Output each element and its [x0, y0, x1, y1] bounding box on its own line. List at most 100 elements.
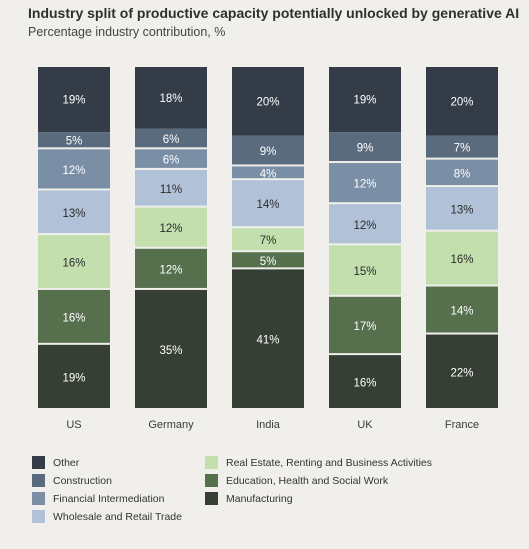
x-tick-label: UK — [357, 419, 373, 431]
bar-segment — [135, 128, 207, 148]
legend-item: Construction — [32, 474, 112, 487]
legend-item: Other — [32, 456, 79, 469]
chart-title: Industry split of productive capacity po… — [28, 5, 520, 21]
x-tick-label: India — [256, 419, 281, 431]
legend-label: Financial Intermediation — [53, 492, 165, 505]
bar-segment — [232, 135, 304, 165]
bar-segment — [426, 135, 498, 158]
bar-segment — [38, 190, 110, 234]
data-label: 12% — [353, 179, 376, 191]
bar-segment — [38, 149, 110, 189]
legend-label: Education, Health and Social Work — [226, 474, 389, 487]
data-label: 12% — [353, 220, 376, 232]
bar-segment — [329, 67, 401, 133]
data-label: 17% — [353, 321, 376, 333]
bar-segment — [38, 235, 110, 288]
data-label: 41% — [256, 335, 279, 347]
data-label: 9% — [357, 143, 374, 155]
data-label: 9% — [260, 146, 277, 158]
bar-segment — [426, 334, 498, 408]
bar-segment — [329, 296, 401, 354]
data-label: 16% — [62, 312, 85, 324]
bar-segment — [38, 132, 110, 148]
legend-swatch — [205, 474, 218, 487]
bar-segment — [329, 163, 401, 203]
data-label: 20% — [450, 96, 473, 108]
legend-swatch — [205, 492, 218, 505]
bar-segment — [232, 252, 304, 268]
data-label: 22% — [450, 367, 473, 379]
legend-label: Construction — [53, 474, 112, 487]
bar-segment — [135, 149, 207, 168]
bar-segment — [38, 67, 110, 133]
bar-segment — [38, 344, 110, 408]
bar-segment — [426, 187, 498, 230]
legend-item: Real Estate, Renting and Business Activi… — [205, 456, 432, 469]
data-label: 7% — [454, 143, 471, 155]
bar-segment — [135, 248, 207, 288]
data-label: 12% — [159, 264, 182, 276]
bar-segment — [232, 67, 304, 136]
data-label: 6% — [163, 134, 180, 146]
legend-swatch — [32, 492, 45, 505]
legend-swatch — [32, 510, 45, 523]
data-label: 14% — [450, 306, 473, 318]
data-label: 16% — [450, 254, 473, 266]
bar-segment — [426, 159, 498, 186]
data-label: 7% — [260, 235, 277, 247]
data-label: 13% — [62, 208, 85, 220]
bar-segment — [135, 289, 207, 408]
data-label: 4% — [260, 168, 277, 180]
legend-item: Education, Health and Social Work — [205, 474, 388, 487]
bar-segment — [329, 204, 401, 244]
bar-segment — [426, 67, 498, 136]
data-label: 13% — [450, 204, 473, 216]
bar-segment — [426, 286, 498, 333]
bar-segment — [232, 269, 304, 408]
legend-item: Manufacturing — [205, 492, 293, 505]
bar-segment — [232, 180, 304, 227]
data-label: 15% — [353, 266, 376, 278]
data-label: 16% — [353, 378, 376, 390]
x-tick-label: France — [445, 419, 479, 431]
x-tick-label: Germany — [148, 419, 194, 431]
data-label: 11% — [160, 184, 182, 196]
data-label: 20% — [256, 96, 279, 108]
data-label: 8% — [454, 168, 471, 180]
chart-subtitle: Percentage industry contribution, % — [28, 25, 226, 39]
legend-swatch — [205, 456, 218, 469]
legend-swatch — [32, 456, 45, 469]
data-label: 6% — [163, 155, 180, 167]
data-label: 14% — [256, 199, 279, 211]
legend-item: Wholesale and Retail Trade — [32, 510, 182, 523]
data-label: 5% — [66, 136, 83, 148]
data-label: 19% — [353, 95, 376, 107]
bar-segment — [38, 289, 110, 343]
data-label: 16% — [62, 258, 85, 270]
data-label: 12% — [62, 165, 85, 177]
data-label: 35% — [159, 345, 182, 357]
bar-segment — [135, 169, 207, 206]
legend-label: Manufacturing — [226, 492, 293, 505]
data-label: 19% — [62, 372, 85, 384]
bar-segment — [232, 166, 304, 179]
bar-segment — [135, 207, 207, 247]
legend-item: Financial Intermediation — [32, 492, 164, 505]
chart-legend: Other Construction Financial Intermediatio… — [32, 456, 512, 536]
data-label: 12% — [159, 223, 182, 235]
bar-segment — [135, 67, 207, 129]
data-label: 18% — [159, 93, 182, 105]
legend-swatch — [32, 474, 45, 487]
legend-label: Real Estate, Renting and Business Activi… — [226, 456, 433, 469]
bar-segment — [329, 132, 401, 162]
bar-segment — [329, 355, 401, 408]
bar-segment — [426, 231, 498, 285]
data-label: 5% — [260, 256, 277, 268]
bar-segment — [232, 228, 304, 251]
stacked-bar-chart: 19% 16% 16% 13% 12% 5% 19% US 35% 12% 12% 11% 6% 6% 18… — [38, 67, 498, 431]
legend-label: Wholesale and Retail Trade — [53, 510, 182, 523]
data-label: 19% — [62, 95, 85, 107]
legend-label: Other — [53, 456, 80, 469]
x-tick-label: US — [66, 419, 81, 431]
bar-segment — [329, 245, 401, 295]
